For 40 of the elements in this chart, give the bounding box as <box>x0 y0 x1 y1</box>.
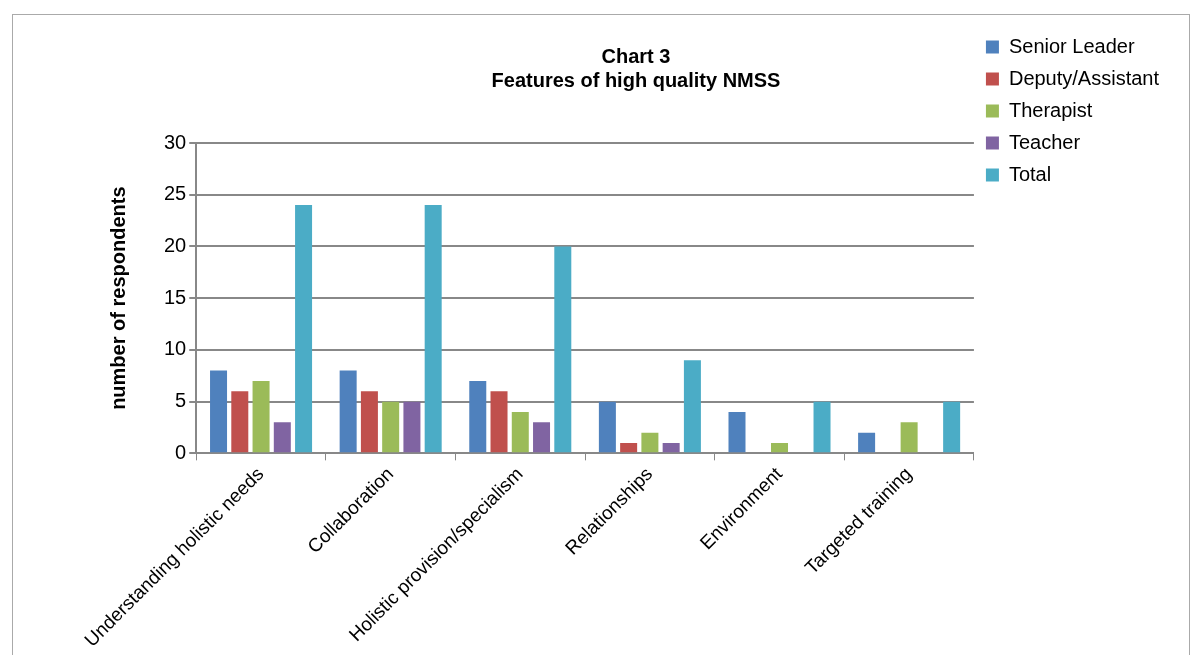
y-tick-label: 5 <box>175 389 187 412</box>
bar <box>295 205 313 453</box>
bar <box>403 401 421 453</box>
y-tick-label: 0 <box>175 440 187 463</box>
bar <box>858 432 876 453</box>
y-tick-label: 10 <box>164 337 187 360</box>
bar <box>620 443 638 453</box>
bar <box>252 380 270 453</box>
chart-title: Chart 3 Features of high quality NMSS <box>491 44 781 91</box>
bar <box>554 246 572 453</box>
bar <box>641 432 659 453</box>
bar <box>662 443 680 453</box>
bar <box>813 401 831 453</box>
bar <box>273 422 291 453</box>
bar <box>469 380 487 453</box>
legend-label: Therapist <box>1008 98 1093 121</box>
bar <box>339 370 357 453</box>
bar <box>490 391 508 453</box>
bar <box>210 370 228 453</box>
y-tick-label: 30 <box>164 130 187 153</box>
bar <box>900 422 918 453</box>
bar <box>771 443 789 453</box>
legend-label: Total <box>1008 162 1052 185</box>
y-tick-label: 20 <box>164 233 187 256</box>
legend-label: Teacher <box>1008 130 1081 153</box>
legend-label: Senior Leader <box>1008 34 1135 57</box>
bar <box>424 205 442 453</box>
y-tick-label: 25 <box>164 182 187 205</box>
bar <box>511 411 529 453</box>
bar <box>598 401 616 453</box>
bar <box>683 360 701 453</box>
bar <box>231 391 249 453</box>
bar <box>533 422 551 453</box>
bar <box>943 401 961 453</box>
y-tick-label: 15 <box>164 285 187 308</box>
y-axis-title: number of respondents <box>106 186 129 410</box>
bar <box>360 391 378 453</box>
bar <box>728 411 746 453</box>
bar <box>382 401 400 453</box>
legend-label: Deputy/Assistant <box>1008 66 1160 89</box>
